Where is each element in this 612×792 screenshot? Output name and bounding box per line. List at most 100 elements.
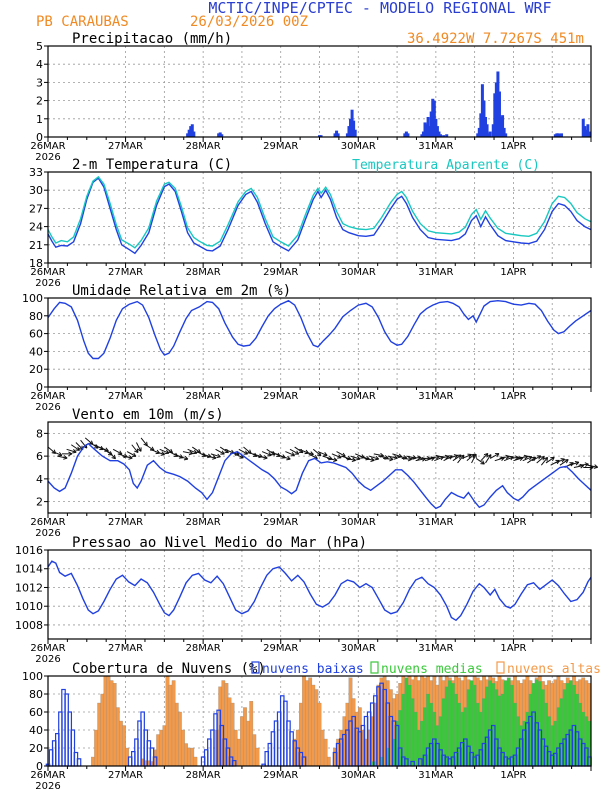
wind-arrow: [135, 442, 142, 452]
wind-arrow: [289, 448, 300, 455]
y-tick-label: 4: [36, 473, 43, 486]
wind-arrow-head: [445, 456, 450, 460]
wind-arrow: [159, 448, 170, 454]
precip-bar: [192, 131, 196, 137]
precip-bar: [491, 124, 495, 137]
wind-arrow: [271, 451, 281, 457]
wind-arrow: [383, 457, 394, 460]
x-tick-label: 1APR: [500, 267, 526, 278]
x-tick-label: 31MAR: [418, 141, 453, 152]
legend-label: nuvens altas: [507, 662, 601, 677]
wind-arrow-head: [483, 453, 488, 456]
wind-arrow-head: [128, 457, 133, 460]
wind-arrow: [126, 451, 137, 457]
y-tick-label: 4: [36, 58, 43, 71]
panel-title: 2-m Temperatura (C): [72, 157, 232, 173]
precip-panel: 0 1 2 3 4 5 26MAR 27MAR 28MAR 29MAR 30MAR 31MAR 1APR…: [30, 31, 592, 163]
wind-arrow-head: [417, 456, 422, 461]
wind-arrow: [317, 451, 328, 456]
y-tick-label: 30: [29, 184, 43, 197]
wind-arrow: [80, 439, 88, 449]
cloud-bar-nuvens-altas: [187, 747, 192, 767]
y-tick-label: 60: [29, 328, 43, 341]
wind-arrow: [480, 453, 489, 462]
precip-bar: [439, 134, 443, 137]
x-tick-label: 27MAR: [108, 770, 143, 781]
x-tick-label: 27MAR: [108, 517, 143, 528]
wind-arrow: [485, 454, 492, 464]
cloud-bar-nuvens-medias: [447, 680, 452, 767]
wind-arrow-head: [166, 449, 170, 454]
wind-arrow: [401, 457, 412, 460]
wind-arrow-head: [113, 454, 116, 459]
wind-arrow: [457, 454, 465, 464]
precip-bar: [485, 124, 489, 137]
station-name: PB CARAUBAS: [36, 14, 129, 30]
wind-arrow: [178, 455, 189, 460]
wind-arrow-head: [352, 457, 356, 461]
legend-apparent-temperature: Temperatura Aparente (C): [352, 158, 540, 173]
wind-arrow-head: [380, 452, 384, 457]
wind-arrow-head: [407, 458, 412, 462]
x-tick-label: 31MAR: [418, 391, 453, 402]
x-tick-label: 30MAR: [341, 141, 376, 152]
wind-arrow-head: [286, 458, 291, 461]
x-tick-label: 31MAR: [418, 643, 453, 654]
precip-bar: [560, 133, 564, 137]
wind-arrow-head: [329, 455, 333, 460]
wind-arrow: [206, 455, 217, 459]
wind-arrow-head: [552, 457, 555, 462]
wind-arrow: [448, 454, 458, 459]
legend-swatch: [370, 661, 379, 674]
x-tick-label: 30MAR: [341, 517, 376, 528]
y-tick-label: 1: [36, 113, 43, 126]
precip-bar: [432, 100, 436, 137]
wind-arrow: [555, 458, 565, 464]
y-tick-label: 18: [29, 257, 43, 270]
wind-arrow-head: [351, 459, 356, 463]
wind-arrow-head: [151, 446, 155, 451]
wind-arrow: [215, 448, 225, 455]
wind-arrow: [336, 451, 346, 457]
wind-arrow-head: [333, 459, 338, 463]
cloud-bar-nuvens-medias: [413, 711, 418, 767]
precip-bar: [586, 124, 590, 137]
precip-bar: [497, 91, 501, 137]
wind-arrow-head: [193, 449, 198, 454]
wind-panel: 2 4 6 8 26MAR 27MAR 28MAR 29MAR 30MAR 31MAR 1APR 20…: [30, 407, 599, 539]
wind-arrow-head: [543, 456, 548, 460]
cloud-bar-nuvens-altas: [326, 756, 331, 767]
wind-arrow: [396, 455, 407, 459]
wind-arrow-head: [529, 456, 533, 461]
precip-bar: [406, 133, 410, 137]
precip-bar: [442, 135, 446, 137]
wind-arrow-head: [198, 448, 201, 453]
precip-bar: [336, 133, 340, 137]
precip-bar: [434, 118, 438, 137]
x-year-label: 2026: [35, 278, 60, 289]
station-coords: 36.4922W 7.7267S 451m: [407, 31, 584, 47]
x-year-label: 2026: [35, 152, 60, 163]
wind-arrow: [154, 451, 165, 456]
wind-arrow-head: [128, 455, 133, 459]
wind-arrow-head: [72, 451, 77, 454]
x-year-label: 2026: [35, 654, 60, 665]
wind-arrow-head: [375, 455, 380, 460]
wind-arrow: [378, 455, 389, 459]
wind-arrow-head: [90, 440, 94, 445]
x-tick-label: 26MAR: [30, 770, 65, 781]
wind-arrow-head: [160, 454, 165, 456]
y-tick-label: 1016: [15, 544, 43, 557]
y-tick-label: 1010: [15, 600, 43, 613]
precip-bar: [189, 126, 193, 137]
cloud-bar-nuvens-altas: [305, 680, 309, 767]
wind-arrow-head: [287, 455, 291, 460]
wind-arrow-head: [487, 454, 492, 457]
precip-bar: [403, 133, 407, 137]
x-tick-label: 30MAR: [341, 391, 376, 402]
cloud-bar-nuvens-medias: [506, 677, 511, 767]
wind-arrow-head: [314, 455, 318, 459]
wind-arrow-head: [524, 456, 529, 460]
series-line-pressure: [47, 560, 592, 622]
